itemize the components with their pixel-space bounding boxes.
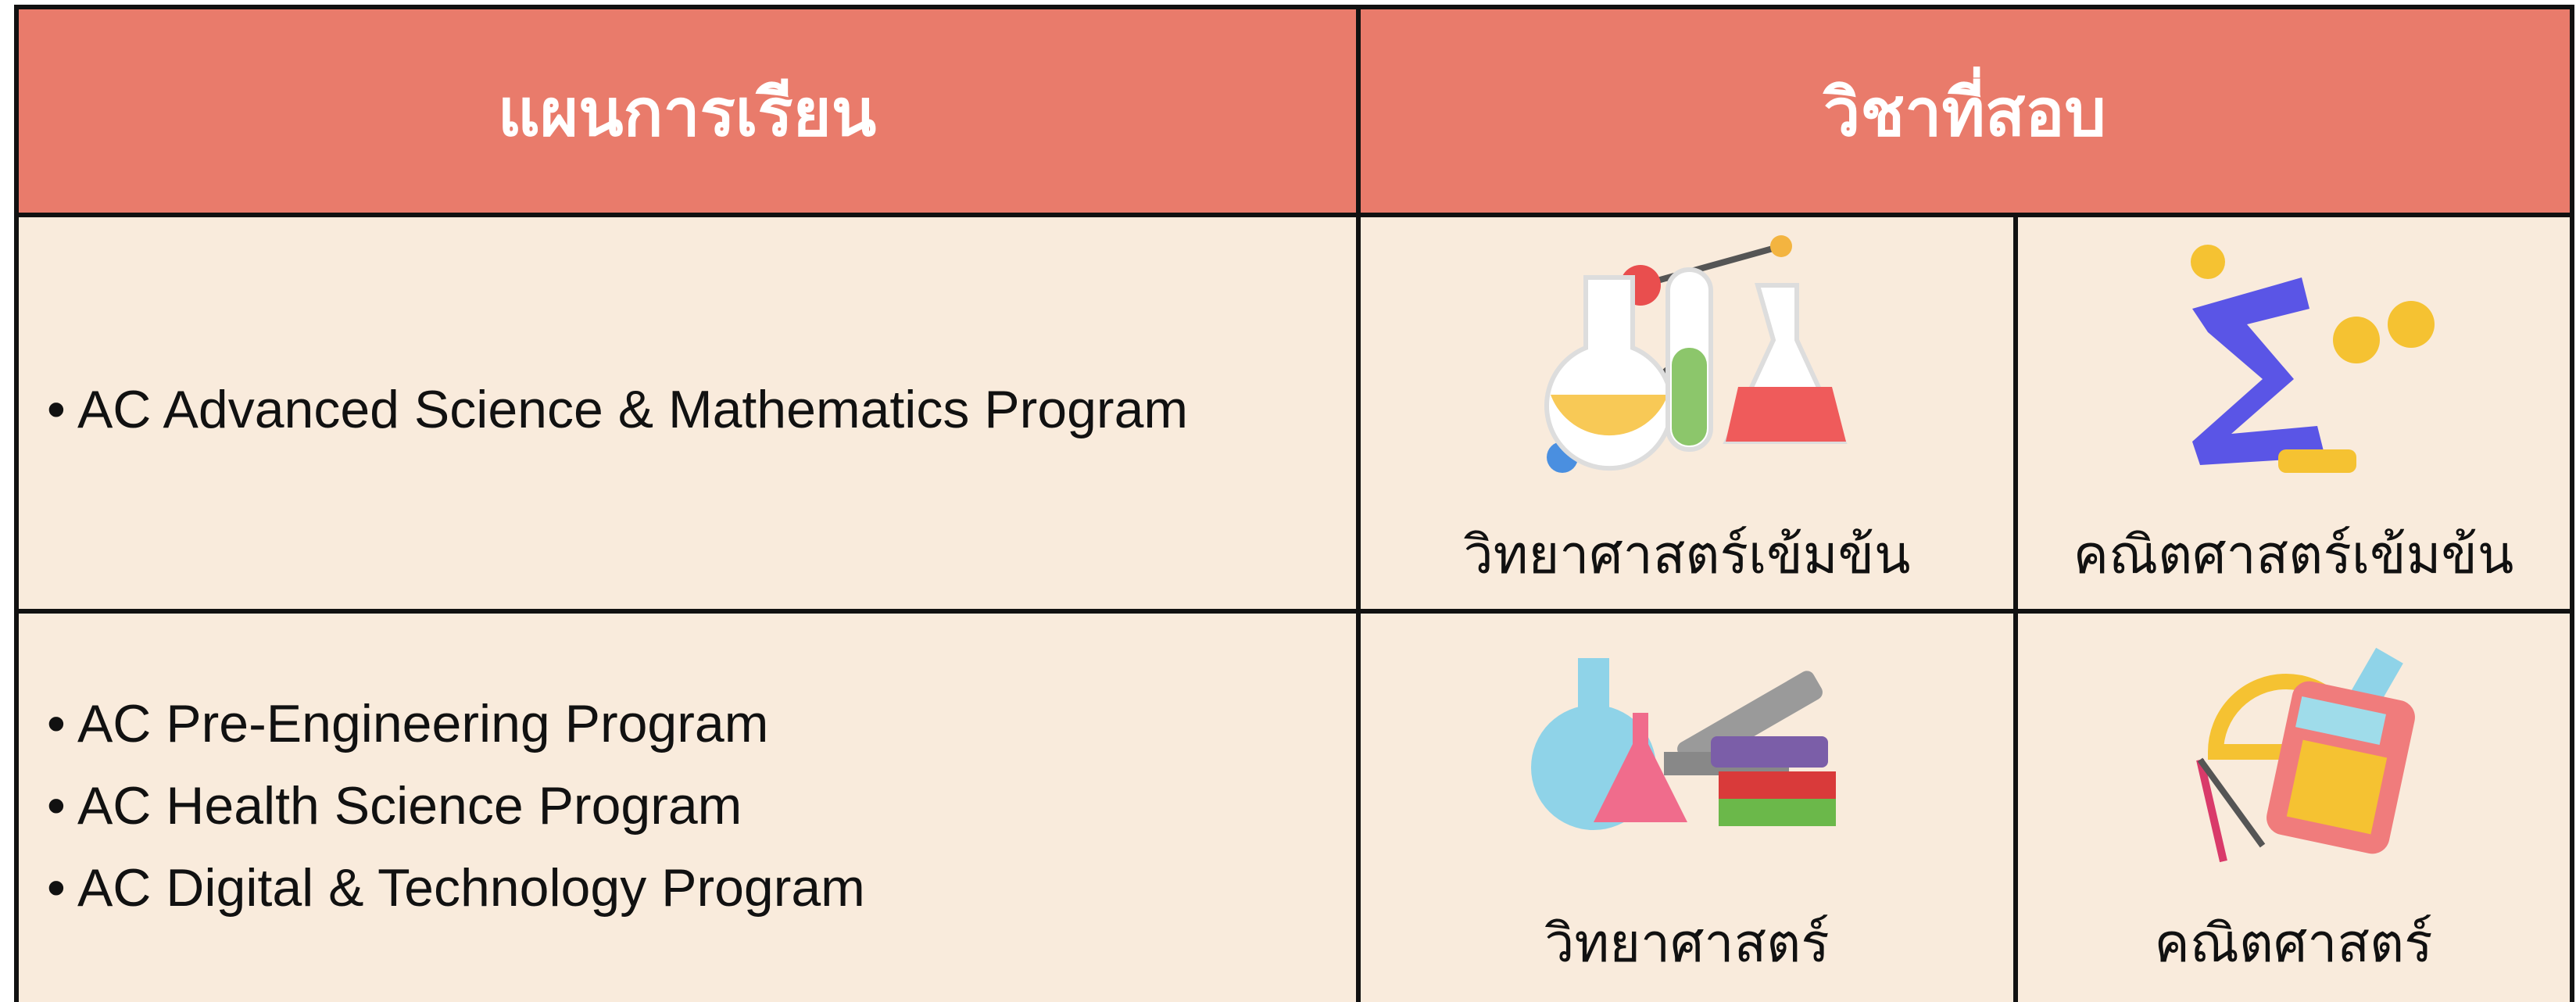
subject-label: คณิตศาสตร์: [2154, 913, 2433, 975]
subject-cell: วิทยาศาสตร์: [1358, 611, 2016, 1002]
math-icon: [2195, 647, 2415, 863]
program: • AC Digital & Technology Program: [47, 858, 865, 918]
program-cell: • AC Pre-Engineering Program • AC Health…: [16, 611, 1358, 1002]
border: [16, 5, 2573, 9]
science-icon: [1544, 235, 1848, 473]
math-icon: [2190, 245, 2435, 473]
science-icon: [1530, 658, 1836, 830]
program: • AC Pre-Engineering Program: [47, 694, 769, 753]
program-cell: • AC Advanced Science & Mathematics Prog…: [16, 215, 1358, 611]
subject-cell: วิทยาศาสตร์เข้มข้น: [1358, 215, 2016, 611]
subject-cell: คณิตศาสตร์: [2016, 611, 2571, 1002]
program: • AC Health Science Program: [47, 776, 742, 836]
subject-label: คณิตศาสตร์เข้มข้น: [2073, 524, 2514, 586]
border: [16, 213, 2573, 217]
header-cell: แผนการเรียน: [16, 8, 1358, 215]
program: • AC Advanced Science & Mathematics Prog…: [47, 380, 1189, 439]
subject-cell: คณิตศาสตร์เข้มข้น: [2016, 215, 2571, 611]
border: [2013, 215, 2018, 1002]
header-cell: วิชาที่สอบ: [1358, 8, 2571, 215]
border: [1356, 5, 1361, 1002]
subject-label: วิทยาศาสตร์เข้มข้น: [1463, 524, 1911, 586]
header-text: วิชาที่สอบ: [1823, 73, 2106, 151]
border: [2570, 5, 2574, 1002]
header-text: แผนการเรียน: [497, 73, 877, 151]
border: [14, 5, 19, 1002]
border: [16, 609, 2573, 614]
subject-label: วิทยาศาสตร์: [1544, 913, 1830, 975]
